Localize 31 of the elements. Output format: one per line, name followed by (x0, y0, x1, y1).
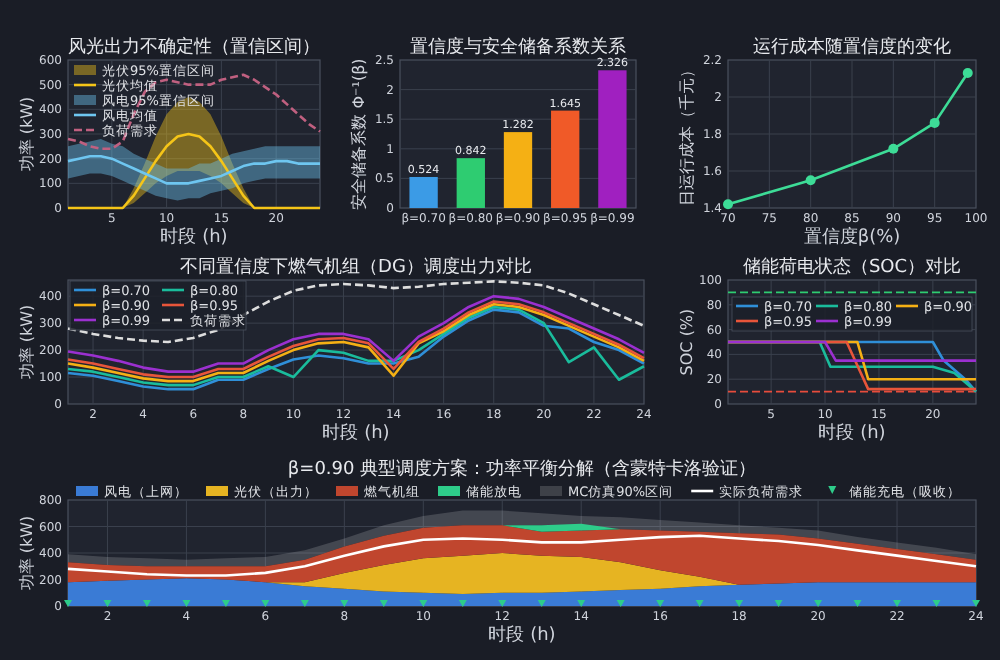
chart-title: 不同置信度下燃气机组（DG）调度出力对比 (180, 256, 532, 278)
chart-title: β=0.90 典型调度方案：功率平衡分解（含蒙特卡洛验证） (287, 458, 757, 480)
line-series (66, 73, 322, 151)
x-axis-title: 时段 (h) (488, 624, 556, 646)
point (723, 199, 733, 210)
x-axis-title: 时段 (h) (322, 422, 390, 444)
point (962, 67, 973, 78)
y-axis-title: 功率 (kW) (18, 96, 36, 172)
y-axis-title: SOC (%) (678, 308, 696, 376)
point (929, 117, 940, 128)
bar (598, 70, 627, 208)
point (888, 143, 899, 154)
y-axis-title: 安全储备系数 Φ⁻¹(β) (350, 58, 368, 210)
x-axis-title: 置信度β(%) (803, 226, 901, 248)
y-axis-title: 功率 (kW) (18, 304, 36, 380)
chart-title: 置信度与安全储备系数关系 (410, 36, 626, 58)
y-axis-title: 功率 (kW) (18, 515, 36, 591)
line-series (66, 280, 646, 344)
point (805, 175, 816, 186)
bar (551, 110, 580, 208)
x-axis-title: 时段 (h) (818, 422, 886, 444)
x-axis-title: 时段 (h) (160, 226, 228, 248)
line-series (66, 534, 978, 577)
chart-title: 风光出力不确定性（置信区间） (68, 36, 320, 58)
chart-title: 运行成本随置信度的变化 (753, 36, 951, 58)
bar (409, 176, 438, 208)
bar (456, 158, 485, 208)
bar (503, 132, 533, 208)
line-series (66, 154, 322, 185)
y-axis-title: 日运行成本（千元） (678, 62, 696, 206)
chart-title: 储能荷电状态（SOC）对比 (742, 256, 962, 278)
